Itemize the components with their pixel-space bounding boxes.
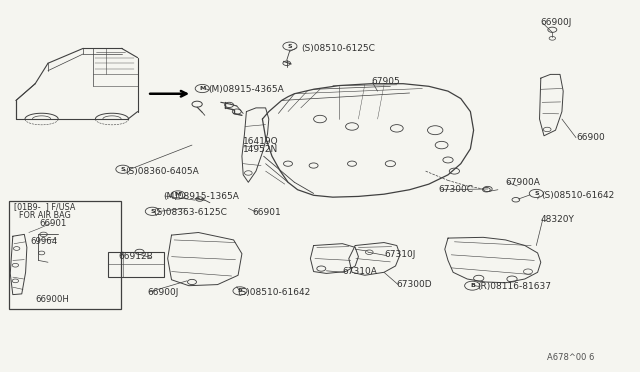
Text: FOR AIR BAG: FOR AIR BAG	[19, 211, 71, 219]
Bar	[9, 201, 121, 309]
Text: 67300D: 67300D	[397, 280, 433, 289]
Text: S: S	[120, 167, 125, 172]
Text: 69964: 69964	[31, 237, 58, 246]
Text: A678^00 6: A678^00 6	[547, 353, 595, 362]
Text: 16419Q: 16419Q	[243, 137, 279, 146]
Text: 67310J: 67310J	[384, 250, 415, 259]
Bar	[108, 252, 164, 277]
Text: M: M	[199, 86, 205, 91]
Text: 66901: 66901	[253, 208, 282, 217]
Text: 14952N: 14952N	[243, 145, 278, 154]
Text: 66901: 66901	[40, 219, 67, 228]
Text: (R)08116-81637: (R)08116-81637	[477, 282, 551, 291]
Text: 66900J: 66900J	[147, 288, 179, 296]
Text: 67905: 67905	[371, 77, 400, 86]
Text: (S)08510-61642: (S)08510-61642	[541, 191, 614, 200]
Text: (S)08510-6125C: (S)08510-6125C	[301, 44, 374, 53]
Text: (M)08915-4365A: (M)08915-4365A	[208, 85, 284, 94]
Text: 66912B: 66912B	[118, 252, 153, 261]
Text: S: S	[287, 44, 292, 49]
Text: 66900J: 66900J	[541, 18, 572, 27]
Text: 67310A: 67310A	[342, 267, 377, 276]
Text: S: S	[237, 288, 243, 294]
Text: B: B	[470, 283, 475, 288]
Text: 67900A: 67900A	[506, 178, 540, 187]
Text: (S)08510-61642: (S)08510-61642	[237, 288, 310, 296]
Text: 48320Y: 48320Y	[541, 215, 575, 224]
Text: S: S	[150, 209, 155, 214]
Text: 67300C: 67300C	[438, 185, 474, 194]
Text: M: M	[175, 192, 181, 198]
Text: [01B9-  ] F/USA: [01B9- ] F/USA	[14, 202, 76, 211]
Text: S: S	[534, 191, 539, 196]
Text: (M)08915-1365A: (M)08915-1365A	[163, 192, 239, 201]
Text: (S)08360-6405A: (S)08360-6405A	[125, 167, 198, 176]
Text: 66900: 66900	[576, 133, 605, 142]
Text: (S)08363-6125C: (S)08363-6125C	[154, 208, 227, 217]
Text: 66900H: 66900H	[35, 295, 69, 304]
